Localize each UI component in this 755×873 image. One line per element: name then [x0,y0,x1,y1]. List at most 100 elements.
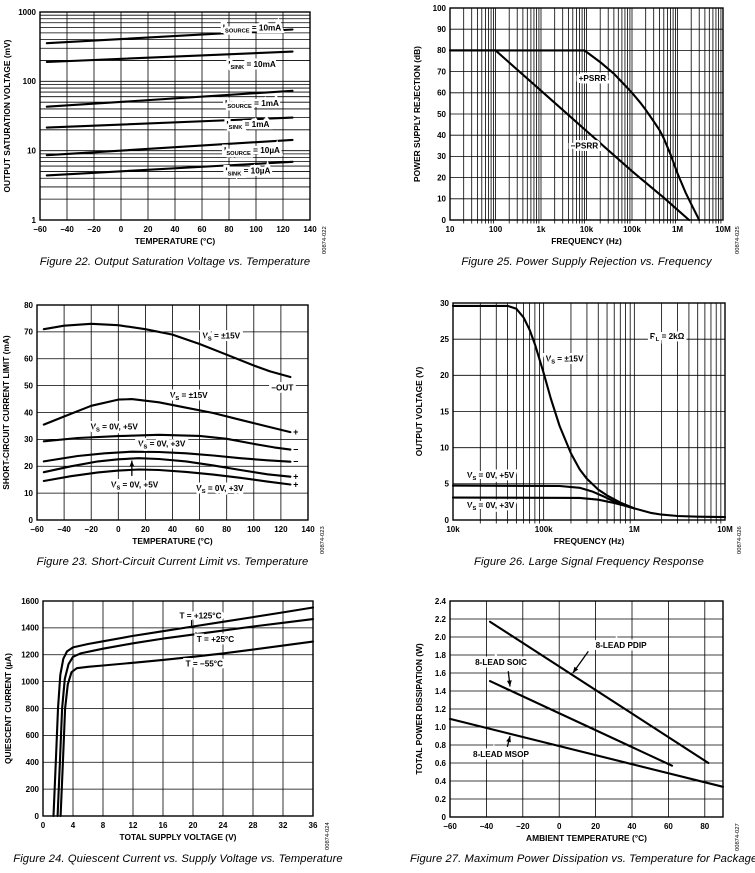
svg-text:10: 10 [27,147,36,156]
series-t-+125-c [52,606,315,818]
svg-text:2.2: 2.2 [435,615,447,624]
svg-text:10M: 10M [715,225,731,234]
curve-label: 8-LEAD MSOP [473,750,529,759]
svg-text:10: 10 [446,225,455,234]
svg-text:2.4: 2.4 [435,597,447,606]
curve-label: VS = 0V, +3V [196,484,244,495]
svg-text:10: 10 [24,489,33,498]
curve-label: ISOURCE = 1mA [225,99,279,110]
curve-label: T = +125°C [180,611,222,620]
series-vs-0v-+3v [451,496,636,510]
series-vs-15v-+ [42,398,292,434]
svg-text:20: 20 [440,371,449,380]
series-end-marker: + [293,480,298,490]
svg-text:15: 15 [440,407,449,416]
curve-label: VS = 0V, +5V [467,471,515,482]
x-axis-title: FREQUENCY (Hz) [554,536,625,546]
svg-text:1200: 1200 [21,651,39,660]
svg-text:10M: 10M [717,525,733,534]
svg-text:30: 30 [437,152,446,161]
curve-label: VS = 0V, +5V [111,480,159,491]
svg-text:60: 60 [195,525,204,534]
svg-text:5: 5 [445,480,450,489]
figure-24-panel: T = +125°C T = +25°C T = −55°C 0 4 8 12 16 20 24 2… [0,582,377,873]
x-axis-title: TOTAL SUPPLY VOLTAGE (V) [120,832,237,842]
svg-text:10k: 10k [446,525,460,534]
svg-text:20: 20 [591,822,600,831]
curve-label: VS = ±15V [202,332,240,343]
svg-text:100: 100 [489,225,503,234]
svg-text:100: 100 [247,525,261,534]
series-psrr [448,49,691,222]
x-axis-tick-labels: −60 −40 −20 0 20 40 60 80 [443,822,710,831]
figure-side-code: 00874-027 [735,823,741,851]
svg-text:0.8: 0.8 [435,741,447,750]
curve-label: VS = 0V, +3V [138,440,186,451]
curve-label: 8-LEAD PDIP [596,641,647,650]
svg-text:1000: 1000 [21,677,39,686]
svg-text:−20: −20 [84,525,98,534]
series-vs-15v-out [42,322,292,379]
x-axis-tick-labels: 10k 100k 1M 10M [446,525,733,534]
y-axis-title: SHORT-CIRCUIT CURRENT LIMIT (mA) [1,335,11,490]
curve-label: −OUT [271,383,293,392]
svg-text:60: 60 [24,355,33,364]
x-axis-tick-labels: −60 −40 −20 0 20 40 60 80 100 120 140 [33,225,317,234]
svg-text:20: 20 [141,525,150,534]
svg-text:32: 32 [279,821,288,830]
svg-text:8: 8 [101,821,106,830]
svg-text:1.8: 1.8 [435,651,447,660]
figure-26-caption: Figure 26. Large Signal Frequency Respon… [474,556,704,568]
figure-25-caption: Figure 25. Power Supply Rejection vs. Fr… [461,256,712,268]
svg-text:80: 80 [24,301,33,310]
svg-text:50: 50 [24,381,33,390]
svg-text:20: 20 [189,821,198,830]
svg-text:20: 20 [24,462,33,471]
svg-text:−40: −40 [60,225,74,234]
grid-lines [39,11,311,221]
svg-text:0: 0 [445,516,450,525]
svg-text:40: 40 [171,225,180,234]
plot-border [39,11,311,221]
x-axis-title: TEMPERATURE (°C) [132,536,213,546]
svg-text:40: 40 [628,822,637,831]
svg-text:90: 90 [437,25,446,34]
svg-text:40: 40 [437,131,446,140]
svg-text:−60: −60 [30,525,44,534]
svg-text:24: 24 [219,821,228,830]
series-i-sink-1ma [45,116,294,129]
series-vs-0v-+5v-+ [42,457,292,478]
svg-text:40: 40 [168,525,177,534]
series-end-marker: + [293,472,298,482]
series-i-sink-10ma [45,50,294,64]
svg-text:0: 0 [35,812,40,821]
y-axis-title: QUIESCENT CURRENT (µA) [3,653,13,764]
figure-27-caption: Figure 27. Maximum Power Dissipation vs.… [409,853,755,865]
series-vs-15v [451,304,727,519]
figure-24-caption: Figure 24. Quiescent Current vs. Supply … [13,853,343,865]
svg-text:10: 10 [440,444,449,453]
curve-label: VS = ±15V [546,355,584,366]
curve-label: +PSRR [579,74,607,83]
figure-25-panel: +PSRR −PSRR 10 100 1k 10k 100k 1M 10M FREQUENCY (… [377,0,754,291]
svg-text:36: 36 [309,821,318,830]
figure-22-chart: ISOURCE = 10mA ISINK = 10mA ISOURCE = 1mA I… [2,8,328,254]
svg-text:80: 80 [700,822,709,831]
figure-side-code: 00874-023 [320,526,326,554]
svg-text:0: 0 [442,216,447,225]
curve-label: RL = 2kΩ [650,332,685,343]
y-axis-tick-labels: 0 10 20 30 40 50 60 70 80 90 100 [433,4,447,225]
x-axis-tick-labels: 10 100 1k 10k 100k 1M 10M [446,225,732,234]
curve-label: ISINK = 10mA [228,60,276,71]
svg-text:1k: 1k [537,225,546,234]
svg-text:100: 100 [249,225,263,234]
series-8-lead-soic [488,680,674,767]
svg-text:16: 16 [159,821,168,830]
series-+psrr [448,49,701,222]
figure-side-code: 00874-022 [322,226,328,254]
series-8-lead-msop [448,717,725,788]
grid-lines [42,600,314,817]
svg-text:70: 70 [24,328,33,337]
x-axis-tick-labels: 0 4 8 12 16 20 24 28 32 36 [41,821,318,830]
